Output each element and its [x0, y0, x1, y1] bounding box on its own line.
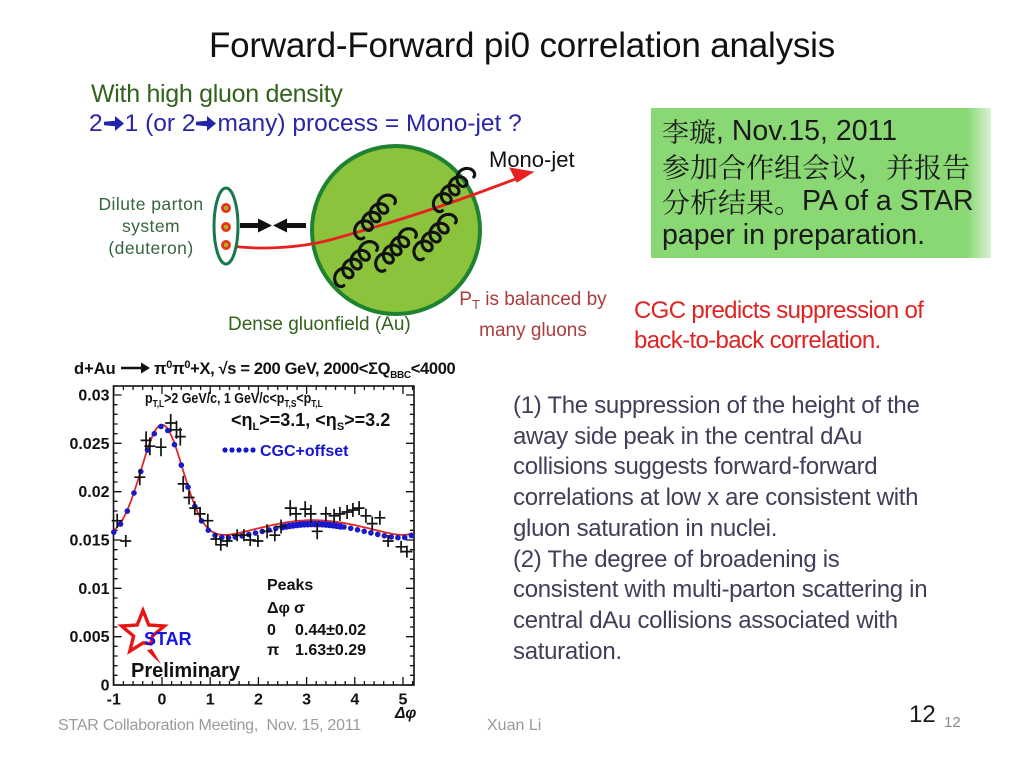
svg-text:Δφ: Δφ — [394, 705, 416, 722]
svg-text:Δφ: Δφ — [267, 600, 290, 617]
svg-text:0: 0 — [267, 622, 276, 639]
svg-text:<ηL>=3.1, <ηS>=3.2: <ηL>=3.1, <ηS>=3.2 — [231, 410, 390, 433]
svg-text:0.02: 0.02 — [78, 484, 109, 501]
svg-text:1: 1 — [206, 692, 215, 709]
svg-text:Peaks: Peaks — [267, 577, 313, 594]
svg-text:-1: -1 — [107, 692, 121, 709]
svg-text:0.44±0.02: 0.44±0.02 — [295, 622, 366, 639]
svg-text:Preliminary: Preliminary — [131, 660, 241, 682]
svg-text:1.63±0.29: 1.63±0.29 — [295, 642, 366, 659]
svg-text:π0π0+X, √s = 200 GeV, 2000<ΣQB: π0π0+X, √s = 200 GeV, 2000<ΣQBBC<4000 — [154, 359, 456, 381]
svg-text:0.01: 0.01 — [78, 581, 109, 598]
svg-text:0.005: 0.005 — [69, 629, 109, 646]
svg-text:d+Au: d+Au — [74, 360, 116, 378]
svg-text:σ: σ — [294, 600, 305, 617]
svg-text:0.015: 0.015 — [69, 533, 109, 550]
svg-text:5: 5 — [399, 692, 408, 709]
svg-text:3: 3 — [302, 692, 311, 709]
svg-text:CGC+offset: CGC+offset — [260, 443, 349, 460]
svg-text:0: 0 — [101, 678, 110, 695]
svg-text:0: 0 — [158, 692, 167, 709]
svg-text:0.025: 0.025 — [69, 436, 109, 453]
svg-text:pT,L>2 GeV/c, 1 GeV/c<pT,S<pT: pT,L>2 GeV/c, 1 GeV/c<pT,S<pT,L — [145, 390, 323, 409]
svg-text:STAR: STAR — [144, 629, 192, 649]
svg-text:0.03: 0.03 — [78, 388, 109, 405]
svg-text:4: 4 — [350, 692, 359, 709]
svg-text:π: π — [267, 642, 279, 659]
svg-text:2: 2 — [254, 692, 263, 709]
